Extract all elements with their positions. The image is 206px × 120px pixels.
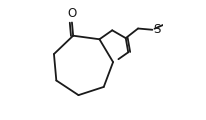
Text: O: O xyxy=(67,7,77,20)
Text: S: S xyxy=(153,23,161,36)
